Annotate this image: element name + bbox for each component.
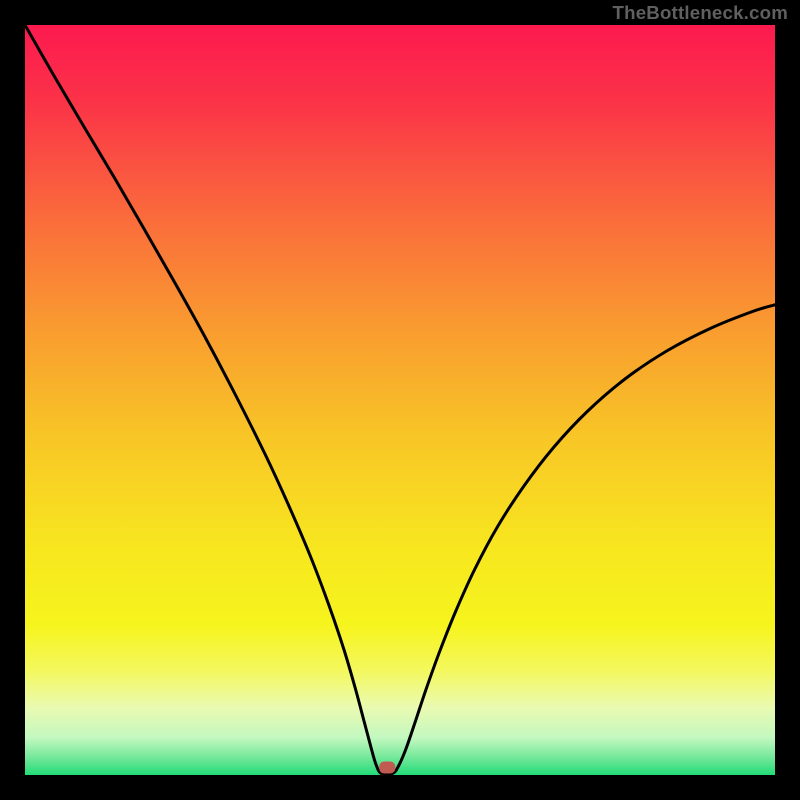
watermark-text: TheBottleneck.com: [613, 2, 789, 24]
min-marker: [379, 762, 395, 774]
chart-stage: TheBottleneck.com: [0, 0, 800, 800]
plot-area: [25, 25, 775, 775]
chart-svg: [0, 0, 800, 800]
